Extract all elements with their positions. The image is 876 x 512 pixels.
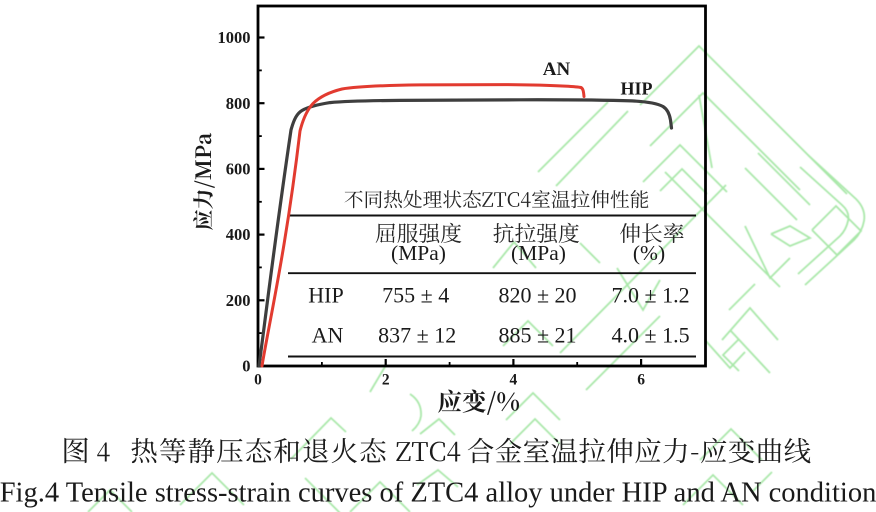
svg-text:AN: AN bbox=[312, 322, 344, 347]
svg-text:837 ± 12: 837 ± 12 bbox=[378, 322, 456, 347]
svg-text:755 ± 4: 755 ± 4 bbox=[382, 282, 449, 307]
svg-text:2: 2 bbox=[382, 372, 390, 389]
svg-text:885 ± 21: 885 ± 21 bbox=[498, 322, 576, 347]
svg-text:0: 0 bbox=[242, 357, 250, 376]
svg-text:400: 400 bbox=[226, 225, 251, 244]
svg-text:(MPa): (MPa) bbox=[511, 241, 566, 265]
svg-text:(%): (%) bbox=[633, 241, 665, 265]
svg-text:800: 800 bbox=[226, 94, 251, 113]
svg-text:7.0 ± 1.2: 7.0 ± 1.2 bbox=[612, 282, 690, 307]
svg-text:AN: AN bbox=[543, 59, 571, 80]
svg-text:1000: 1000 bbox=[218, 28, 251, 47]
svg-text:Fig.4 Tensile stress-strain cu: Fig.4 Tensile stress-strain curves of ZT… bbox=[0, 478, 876, 509]
svg-text:200: 200 bbox=[226, 291, 251, 310]
svg-text:4: 4 bbox=[510, 372, 518, 389]
svg-text:(MPa): (MPa) bbox=[391, 241, 446, 265]
svg-text:820 ± 20: 820 ± 20 bbox=[498, 282, 576, 307]
svg-text:HIP: HIP bbox=[620, 79, 652, 99]
svg-text:0: 0 bbox=[254, 372, 262, 389]
svg-text:6: 6 bbox=[637, 372, 645, 389]
svg-text:4.0 ± 1.5: 4.0 ± 1.5 bbox=[612, 322, 690, 347]
svg-text:HIP: HIP bbox=[308, 282, 343, 307]
svg-text:600: 600 bbox=[226, 160, 251, 179]
